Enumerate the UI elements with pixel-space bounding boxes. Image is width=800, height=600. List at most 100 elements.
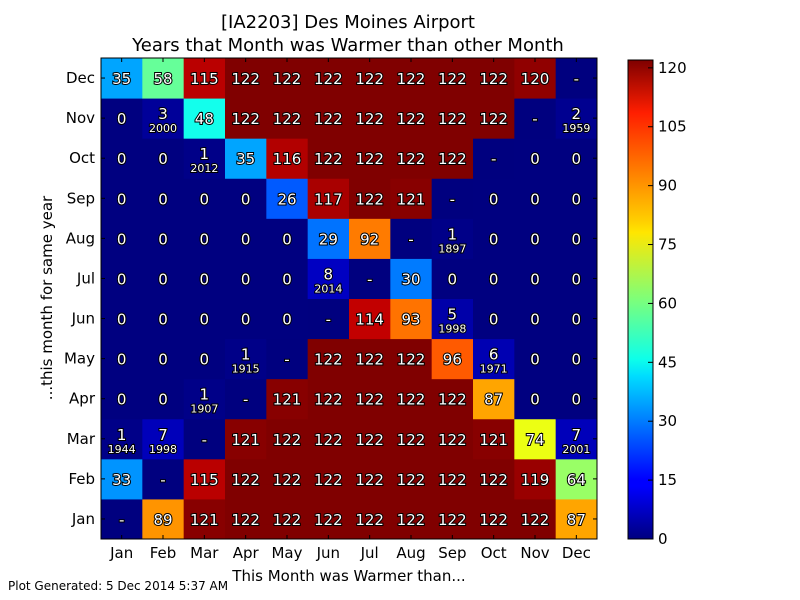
y-tick-label: Apr (69, 390, 96, 408)
cell-jan-aug (390, 498, 433, 540)
cell-jul-mar (183, 258, 226, 299)
cell-value-label: 64 (567, 471, 586, 489)
cell-nov-jul (349, 98, 391, 139)
cell-mar-may (266, 418, 309, 460)
cell-value-label: 0 (200, 311, 210, 329)
cell-aug-oct (473, 218, 515, 259)
cell-may-jun (307, 338, 350, 380)
cell-value-label: - (326, 311, 331, 329)
y-tick-label: Feb (68, 470, 95, 488)
cell-value-label: 0 (572, 230, 582, 248)
x-tick-label: Apr (233, 544, 260, 562)
cell-oct-nov (514, 138, 557, 179)
cell-jun-jan (101, 298, 143, 340)
cell-value-label: 122 (479, 70, 508, 88)
cell-value-label: 122 (231, 70, 260, 88)
cell-value-label: 0 (572, 391, 582, 409)
cell-oct-sep (431, 138, 474, 179)
cell-value-label: 0 (489, 270, 499, 288)
cell-value-label: 122 (355, 431, 384, 449)
cell-value-label: 0 (241, 190, 251, 208)
cell-value-label: 122 (479, 511, 508, 529)
cell-dec-apr (225, 58, 267, 99)
cell-value-label: 0 (200, 270, 210, 288)
cell-value-label: 122 (355, 70, 384, 88)
cell-year-label: 1998 (438, 323, 466, 336)
cell-mar-sep (431, 418, 474, 460)
cell-apr-jan (101, 378, 143, 420)
cell-may-may (266, 338, 309, 380)
cell-apr-aug (390, 378, 433, 420)
cell-value-label: 122 (397, 70, 426, 88)
cell-mar-jul (349, 418, 391, 460)
cell-sep-sep (431, 178, 474, 219)
cell-value-label: - (119, 511, 124, 529)
cell-value-label: 0 (572, 150, 582, 168)
cell-value-label: 122 (273, 110, 302, 128)
cell-oct-jun (307, 138, 350, 179)
cell-jan-jun (307, 498, 350, 540)
cell-nov-oct (473, 98, 515, 139)
cell-value-label: 0 (530, 351, 540, 369)
cell-value-label: 122 (273, 511, 302, 529)
cell-year-label: 2001 (562, 443, 590, 456)
cell-nov-jan (101, 98, 143, 139)
cell-apr-nov (514, 378, 557, 420)
cell-dec-aug (390, 58, 433, 99)
cell-value-label: - (202, 431, 207, 449)
cell-value-label: 0 (158, 270, 168, 288)
cell-aug-jun (307, 218, 350, 259)
cell-jan-mar (183, 498, 226, 540)
cell-sep-oct (473, 178, 515, 219)
cell-value-label: 115 (190, 471, 219, 489)
cell-apr-jun (307, 378, 350, 420)
cell-jan-jul (349, 498, 391, 540)
cell-value-label: 122 (314, 70, 343, 88)
cell-value-label: 0 (489, 311, 499, 329)
cell-value-label: 122 (397, 110, 426, 128)
cell-mar-jan (101, 418, 143, 460)
cell-value-label: 122 (438, 391, 467, 409)
cell-value-label: 0 (158, 351, 168, 369)
cell-aug-mar (183, 218, 226, 259)
cell-aug-dec (555, 218, 598, 259)
y-tick-label: May (64, 350, 95, 368)
cell-feb-aug (390, 458, 433, 500)
cell-value-label: 0 (158, 190, 168, 208)
cell-jun-apr (225, 298, 267, 340)
cell-nov-nov (514, 98, 557, 139)
cell-value-label: 35 (112, 70, 131, 88)
cell-value-label: 0 (572, 311, 582, 329)
cell-value-label: 116 (273, 150, 302, 168)
cell-value-label: 87 (484, 391, 503, 409)
cell-sep-may (266, 178, 309, 219)
cell-value-label: 122 (438, 110, 467, 128)
cell-oct-may (266, 138, 309, 179)
cell-value-label: 0 (572, 270, 582, 288)
x-tick-label: Feb (150, 544, 177, 562)
cell-value-label: - (450, 190, 455, 208)
cell-value-label: 122 (397, 391, 426, 409)
cell-value-label: 0 (200, 190, 210, 208)
cell-jul-jan (101, 258, 143, 299)
colorbar-tick-label: 30 (658, 412, 677, 430)
cell-value-label: 121 (479, 431, 508, 449)
cell-value-label: 122 (521, 511, 550, 529)
cell-jul-jul (349, 258, 391, 299)
y-tick-label: Mar (67, 430, 96, 448)
colorbar-tick-label: 0 (658, 530, 668, 548)
cell-value-label: 121 (190, 511, 219, 529)
x-tick-label: Oct (481, 544, 507, 562)
colorbar-tick-label: 60 (658, 294, 677, 312)
cell-may-sep (431, 338, 474, 380)
cell-nov-sep (431, 98, 474, 139)
cell-value-label: 122 (231, 511, 260, 529)
cell-value-label: 0 (117, 391, 127, 409)
colorbar-tick-label: 45 (658, 353, 677, 371)
cell-jan-feb (142, 498, 185, 540)
cell-jan-dec (555, 498, 598, 540)
cell-value-label: 0 (241, 311, 251, 329)
cell-aug-jan (101, 218, 143, 259)
cell-value-label: 0 (572, 351, 582, 369)
cell-value-label: 93 (401, 311, 420, 329)
